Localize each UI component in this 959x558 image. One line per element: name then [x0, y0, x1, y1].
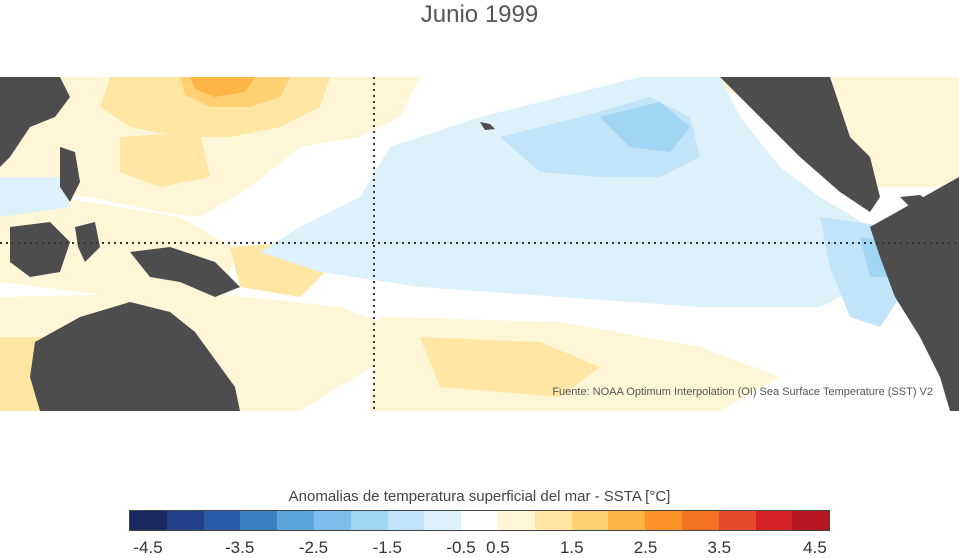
- colorbar-swatch: [424, 511, 462, 530]
- caribbean-land: [900, 195, 930, 207]
- colorbar-tick-label: 3.5: [707, 538, 732, 557]
- north-america-land: [720, 77, 880, 212]
- colorbar-swatch: [350, 511, 388, 530]
- colorbar-swatch: [387, 511, 425, 530]
- sst-anomaly-map: [0, 77, 959, 411]
- colorbar: [129, 510, 830, 531]
- colorbar-swatch: [571, 511, 609, 530]
- south-america-land: [870, 177, 959, 411]
- sulawesi-land: [75, 222, 100, 262]
- colorbar-swatch: [166, 511, 204, 530]
- colorbar-tick-label: -3.5: [225, 538, 255, 557]
- colorbar-tick-label: -4.5: [133, 538, 163, 557]
- land-masses: [0, 77, 959, 411]
- new-guinea-land: [130, 247, 240, 297]
- colorbar-tick-label: -1.5: [372, 538, 402, 557]
- colorbar-swatch: [534, 511, 572, 530]
- cool-anomaly-regions: [0, 77, 900, 327]
- australia-land: [30, 302, 240, 411]
- colorbar-tick-label: 0.5: [486, 538, 510, 557]
- colorbar-swatch: [681, 511, 719, 530]
- colorbar-swatch: [792, 511, 830, 530]
- asia-land: [0, 77, 70, 167]
- colorbar-swatch: [130, 511, 167, 530]
- colorbar-swatch: [608, 511, 646, 530]
- colorbar-swatch: [718, 511, 756, 530]
- data-source: Fuente: NOAA Optimum Interpolation (OI) …: [552, 386, 933, 398]
- colorbar-tick-label: 1.5: [559, 538, 584, 557]
- colorbar-swatch: [277, 511, 314, 530]
- colorbar-swatch: [461, 511, 498, 530]
- colorbar-swatch: [203, 511, 241, 530]
- colorbar-swatch: [645, 511, 682, 530]
- legend-title: Anomalias de temperatura superficial del…: [288, 488, 671, 505]
- colorbar-swatch: [755, 511, 793, 530]
- borneo-land: [10, 222, 70, 277]
- colorbar-tick-label: 2.5: [633, 538, 658, 557]
- philippines-land: [60, 147, 80, 202]
- colorbar-swatch: [497, 511, 535, 530]
- colorbar-tick-label: -0.5: [446, 538, 476, 557]
- map-title: Junio 1999: [420, 1, 539, 28]
- colorbar-ticks: -4.5 -3.5 -2.5 -1.5 -0.5 0.5 1.5 2.5 3.5 4.5: [0, 538, 959, 558]
- colorbar-swatch: [313, 511, 351, 530]
- colorbar-tick-label: 4.5: [803, 538, 827, 557]
- hawaii-land: [480, 122, 495, 130]
- colorbar-tick-label: -2.5: [298, 538, 329, 557]
- colorbar-swatch: [240, 511, 278, 530]
